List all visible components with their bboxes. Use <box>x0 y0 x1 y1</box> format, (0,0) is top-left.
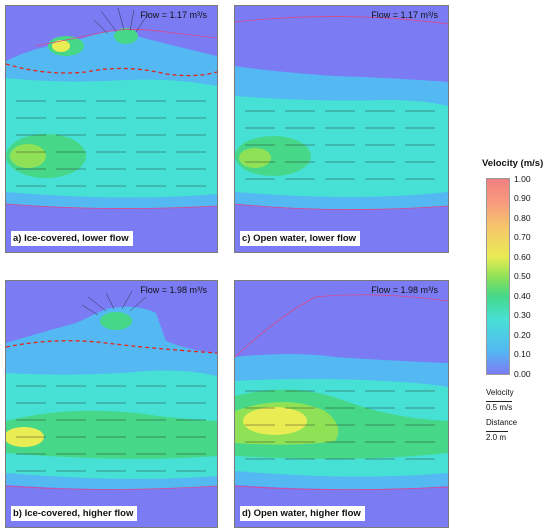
velocity-field-a <box>6 6 217 252</box>
velocity-field-b <box>6 281 217 527</box>
legend-tick: 0.80 <box>514 213 531 223</box>
legend-tick: 0.70 <box>514 232 531 242</box>
flow-label-a: Flow = 1.17 m³/s <box>140 10 207 20</box>
velocity-reference-label: Velocity <box>486 388 514 397</box>
legend-colorbar <box>486 178 510 375</box>
distance-scale-bar <box>486 431 508 432</box>
panel-a: Flow = 1.17 m³/s a) Ice-covered, lower f… <box>5 5 218 253</box>
legend-tick: 0.60 <box>514 252 531 262</box>
flow-vectors-a <box>16 7 206 187</box>
legend-tick: 0.20 <box>514 330 531 340</box>
caption-a: a) Ice-covered, lower flow <box>11 231 133 246</box>
panel-d: Flow = 1.98 m³/s d) Open water, higher f… <box>234 280 449 528</box>
flow-vectors-b <box>16 290 206 472</box>
velocity-reference-arrow <box>486 401 512 402</box>
legend-tick: 0.50 <box>514 271 531 281</box>
flow-label-d: Flow = 1.98 m³/s <box>371 285 438 295</box>
panel-b: Flow = 1.98 m³/s b) Ice-covered, higher … <box>5 280 218 528</box>
flow-label-c: Flow = 1.17 m³/s <box>371 10 438 20</box>
legend-tick: 1.00 <box>514 174 531 184</box>
flow-vectors-d <box>245 390 435 460</box>
caption-c: c) Open water, lower flow <box>240 231 361 246</box>
caption-b: b) Ice-covered, higher flow <box>11 506 138 521</box>
legend-tick: 0.90 <box>514 193 531 203</box>
velocity-legend: Velocity (m/s) 1.00 0.90 0.80 0.70 0.60 … <box>478 150 550 450</box>
distance-reference-value: 2.0 m <box>486 433 507 442</box>
legend-title: Velocity (m/s) <box>482 158 544 169</box>
flow-vectors-c <box>245 110 435 180</box>
velocity-field-d <box>235 281 448 527</box>
caption-d: d) Open water, higher flow <box>240 506 365 521</box>
legend-tick: 0.30 <box>514 310 531 320</box>
flow-label-b: Flow = 1.98 m³/s <box>140 285 207 295</box>
panel-c: Flow = 1.17 m³/s c) Open water, lower fl… <box>234 5 449 253</box>
velocity-field-c <box>235 6 448 252</box>
distance-reference-label: Distance <box>486 418 518 427</box>
legend-tick: 0.00 <box>514 369 531 379</box>
legend-tick: 0.40 <box>514 291 531 301</box>
velocity-reference-value: 0.5 m/s <box>486 403 513 412</box>
legend-tick: 0.10 <box>514 349 531 359</box>
